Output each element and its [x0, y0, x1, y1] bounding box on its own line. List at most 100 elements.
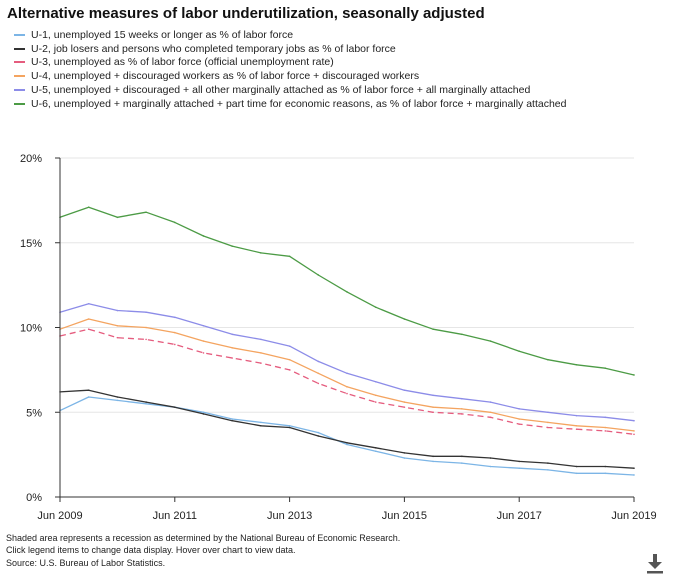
data-point — [317, 372, 320, 375]
data-point — [374, 401, 377, 403]
data-point — [432, 460, 434, 463]
data-point — [145, 401, 147, 403]
data-point — [317, 274, 320, 276]
data-point — [461, 413, 463, 415]
legend-label: U-4, unemployed + discouraged workers as… — [31, 70, 420, 83]
series-line-u-3 — [59, 328, 635, 435]
data-point — [260, 425, 262, 427]
data-point — [489, 457, 492, 459]
data-point — [604, 472, 607, 475]
legend-item-u6[interactable]: U-6, unemployed + marginally attached + … — [14, 97, 566, 111]
legend-item-u2[interactable]: U-2, job losers and persons who complete… — [14, 42, 566, 56]
data-point — [346, 392, 348, 395]
data-point — [403, 457, 406, 459]
data-point — [547, 469, 549, 471]
data-point — [174, 406, 176, 408]
data-point — [288, 358, 291, 361]
data-point — [633, 374, 635, 376]
data-point — [633, 433, 635, 436]
data-point — [87, 302, 90, 305]
data-point — [489, 411, 492, 414]
x-tick-label: Jun 2011 — [153, 510, 197, 522]
data-point — [403, 318, 406, 320]
data-point — [461, 333, 463, 336]
data-point — [87, 318, 90, 320]
data-point — [575, 363, 578, 366]
data-point — [288, 369, 291, 371]
legend: U-1, unemployed 15 weeks or longer as % … — [14, 28, 566, 111]
legend-item-u5[interactable]: U-5, unemployed + discouraged + all othe… — [14, 83, 566, 97]
legend-swatch — [14, 102, 25, 105]
y-tick-label: 5% — [26, 407, 42, 419]
data-point — [346, 291, 348, 293]
footnotes: Shaded area represents a recession as de… — [6, 532, 400, 569]
data-point — [575, 428, 578, 431]
y-tick-label: 15% — [20, 238, 42, 250]
data-point — [432, 328, 434, 330]
data-point — [231, 333, 233, 336]
data-point — [346, 441, 348, 444]
data-point — [461, 408, 463, 410]
data-point — [518, 408, 520, 410]
data-point — [202, 340, 205, 342]
x-tick-label: Jun 2013 — [267, 510, 312, 522]
legend-item-u1[interactable]: U-1, unemployed 15 weeks or longer as % … — [14, 28, 566, 42]
data-point — [489, 340, 492, 342]
data-point — [432, 455, 434, 458]
series-lines — [59, 206, 635, 476]
legend-swatch — [14, 33, 25, 36]
legend-label: U-1, unemployed 15 weeks or longer as % … — [31, 28, 294, 41]
data-point — [174, 331, 176, 334]
legend-swatch — [14, 75, 25, 78]
data-point — [288, 255, 291, 258]
data-point — [288, 425, 291, 427]
data-point — [260, 362, 262, 364]
legend-item-u3[interactable]: U-3, unemployed as % of labor force (off… — [14, 56, 566, 70]
data-point — [346, 443, 348, 446]
data-point — [231, 419, 233, 422]
data-point — [260, 352, 262, 354]
data-point — [116, 325, 119, 327]
gridlines — [60, 157, 634, 413]
data-point — [604, 367, 607, 369]
download-arrow-icon[interactable] — [646, 552, 664, 574]
data-point — [174, 343, 176, 346]
legend-swatch — [14, 61, 25, 64]
data-point — [518, 350, 520, 353]
data-point — [116, 336, 119, 339]
data-point — [87, 206, 90, 208]
axes: 0% 5% 10% 15% 20% Jun 2009 Jun 2011 Jun 2013 Jun… — [20, 153, 657, 522]
legend-item-u4[interactable]: U-4, unemployed + discouraged workers as… — [14, 69, 566, 83]
data-point — [374, 306, 377, 308]
data-point — [174, 316, 176, 319]
data-point — [633, 474, 635, 476]
data-point — [374, 394, 377, 397]
data-point — [518, 467, 520, 469]
data-point — [87, 328, 90, 330]
line-chart[interactable]: 0% 5% 10% 15% 20% Jun 2009 Jun 2011 Jun 2013 Jun… — [0, 145, 680, 530]
data-point — [231, 418, 233, 420]
data-point — [346, 372, 348, 375]
data-point — [288, 345, 291, 347]
data-point — [604, 465, 607, 468]
data-point — [374, 450, 377, 453]
data-point — [547, 411, 549, 414]
data-point — [518, 460, 520, 463]
footnote-instructions: Click legend items to change data displa… — [6, 545, 296, 556]
data-point — [432, 394, 434, 397]
data-point — [202, 325, 205, 327]
x-tick-label: Jun 2017 — [497, 510, 542, 522]
data-point — [202, 352, 205, 354]
x-tick-label: Jun 2019 — [611, 510, 656, 522]
data-point — [518, 418, 520, 420]
data-point — [633, 467, 635, 469]
data-point — [461, 462, 463, 464]
chart-title: Alternative measures of labor underutili… — [7, 5, 485, 22]
data-point — [547, 358, 549, 361]
data-point — [633, 419, 635, 422]
footnote-source: Source: U.S. Bureau of Labor Statistics. — [6, 557, 166, 568]
data-point — [145, 338, 147, 341]
data-point — [374, 447, 377, 449]
data-point — [489, 465, 492, 468]
data-point — [604, 430, 607, 432]
